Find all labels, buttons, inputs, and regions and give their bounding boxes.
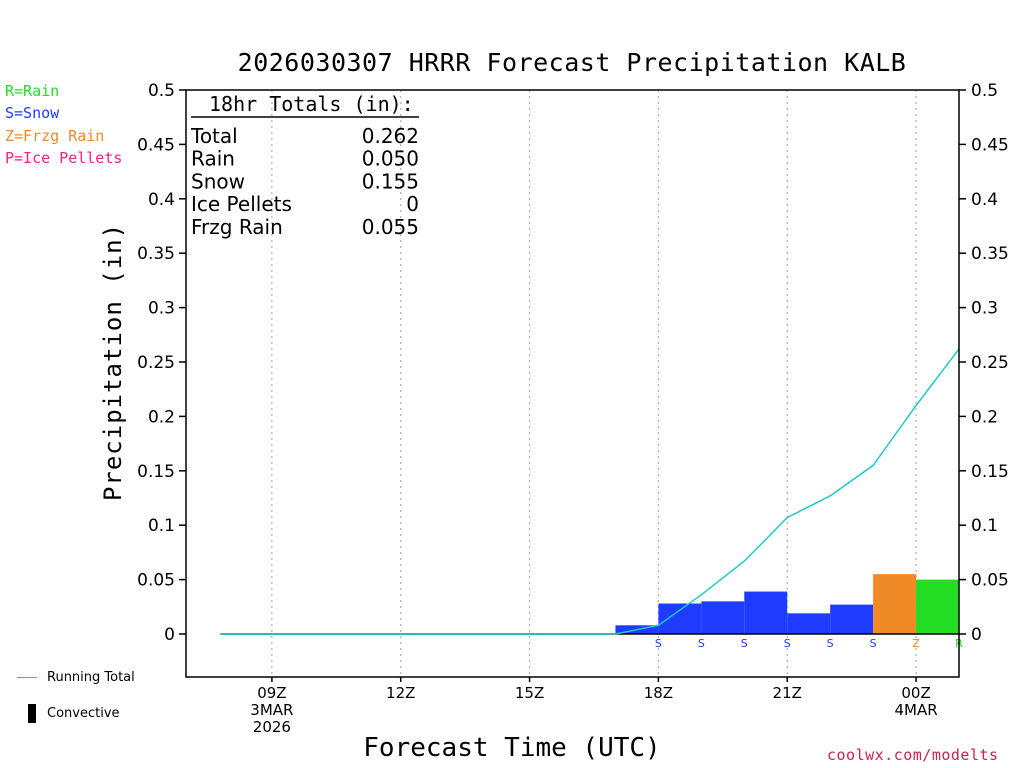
x-tick-label: 3MAR	[250, 701, 293, 719]
legend-rain: R=Rain	[5, 82, 60, 100]
running-total-legend-line	[17, 677, 37, 678]
precip-bar	[787, 613, 831, 634]
precip-bar	[701, 601, 745, 634]
y-tick-label-left: 0.2	[148, 407, 175, 427]
totals-row-label: Snow	[191, 169, 245, 193]
precip-bar	[744, 591, 788, 634]
totals-row-label: Frzg Rain	[191, 215, 283, 239]
precip-bar	[658, 603, 702, 634]
y-tick-label-right: 0.3	[971, 299, 998, 319]
precip-type-label: S	[655, 637, 662, 650]
y-tick-label-right: 0.05	[971, 571, 1009, 591]
precip-type-label: S	[870, 637, 877, 650]
x-tick-label: 2026	[253, 718, 291, 736]
credit-link[interactable]: coolwx.com/modelts	[827, 746, 999, 764]
precip-type-label: S	[698, 637, 705, 650]
legend-ice-pellets: P=Ice Pellets	[5, 149, 123, 167]
x-tick-label: 00Z	[901, 684, 930, 702]
y-tick-label-right: 0.15	[971, 462, 1009, 482]
legend-snow: S=Snow	[5, 104, 60, 122]
running-total-line	[220, 348, 960, 635]
precip-bar	[916, 579, 959, 634]
y-tick-label-right: 0.5	[971, 81, 998, 101]
y-tick-label-right: 0.25	[971, 353, 1009, 373]
x-tick-label: 4MAR	[894, 701, 937, 719]
y-tick-label-left: 0.35	[137, 244, 175, 264]
x-tick-label: 15Z	[515, 684, 544, 702]
y-tick-label-left: 0	[164, 625, 175, 645]
x-axis-label: Forecast Time (UTC)	[363, 733, 661, 763]
totals-row-value: 0.155	[362, 169, 419, 193]
chart-title: 2026030307 HRRR Forecast Precipitation K…	[237, 48, 907, 77]
y-tick-label-left: 0.1	[148, 516, 175, 536]
totals-row-label: Rain	[191, 147, 235, 171]
y-tick-label-right: 0.45	[971, 135, 1009, 155]
y-tick-label-right: 0.1	[971, 516, 998, 536]
precip-type-label: S	[784, 637, 791, 650]
totals-row-label: Total	[190, 124, 238, 148]
y-tick-label-left: 0.15	[137, 462, 175, 482]
x-tick-label: 18Z	[644, 684, 673, 702]
x-tick-label: 12Z	[386, 684, 415, 702]
y-tick-label-left: 0.3	[148, 299, 175, 319]
totals-row-label: Ice Pellets	[191, 192, 292, 216]
precip-type-label: S	[827, 637, 834, 650]
y-tick-label-left: 0.4	[148, 190, 175, 210]
x-tick-label: 09Z	[257, 684, 286, 702]
precip-bar	[830, 604, 874, 634]
precip-bar	[873, 574, 917, 634]
totals-row-value: 0.055	[362, 215, 419, 239]
y-tick-label-left: 0.5	[148, 81, 175, 101]
legend-freezing-rain: Z=Frzg Rain	[5, 127, 105, 145]
totals-row-value: 0.262	[362, 124, 419, 148]
precip-type-label: S	[741, 637, 748, 650]
totals-heading: 18hr Totals (in):	[209, 92, 414, 116]
convective-legend-swatch	[28, 704, 36, 723]
plot-frame	[185, 89, 960, 678]
y-tick-label-left: 0.25	[137, 353, 175, 373]
y-tick-label-left: 0.05	[137, 571, 175, 591]
precip-type-label: Z	[912, 637, 920, 650]
y-tick-label-right: 0	[971, 625, 982, 645]
convective-legend-label: Convective	[47, 706, 120, 721]
running-total-legend-label: Running Total	[47, 670, 135, 685]
y-tick-label-right: 0.4	[971, 190, 998, 210]
y-tick-label-right: 0.35	[971, 244, 1009, 264]
totals-row-value: 0	[406, 192, 419, 216]
x-tick-label: 21Z	[773, 684, 802, 702]
y-tick-label-right: 0.2	[971, 407, 998, 427]
y-tick-label-left: 0.45	[137, 135, 175, 155]
totals-row-value: 0.050	[362, 147, 419, 171]
